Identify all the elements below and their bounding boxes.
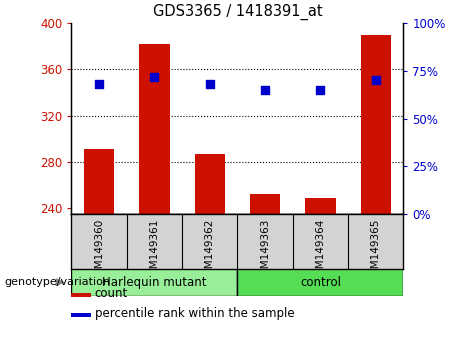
Point [372,78,379,83]
Point [261,87,269,93]
Bar [139,44,170,214]
Bar [195,154,225,214]
FancyBboxPatch shape [71,269,237,296]
Text: Harlequin mutant: Harlequin mutant [102,276,207,289]
Bar [84,149,114,214]
FancyBboxPatch shape [237,269,403,296]
Bar [250,194,280,214]
Text: GSM149360: GSM149360 [94,218,104,282]
Point [206,81,213,87]
Bar [71,293,91,297]
Text: control: control [300,276,341,289]
Text: GSM149361: GSM149361 [149,218,160,282]
Text: GSM149363: GSM149363 [260,218,270,282]
Title: GDS3365 / 1418391_at: GDS3365 / 1418391_at [153,4,322,20]
Bar [305,198,336,214]
Bar [361,35,391,214]
Text: GSM149364: GSM149364 [315,218,325,282]
Point [95,81,103,87]
Point [151,74,158,79]
Text: GSM149365: GSM149365 [371,218,381,282]
Text: percentile rank within the sample: percentile rank within the sample [95,307,294,320]
Bar [71,313,91,318]
Point [317,87,324,93]
Text: GSM149362: GSM149362 [205,218,215,282]
Text: count: count [95,287,128,300]
Text: genotype/variation: genotype/variation [5,277,111,287]
